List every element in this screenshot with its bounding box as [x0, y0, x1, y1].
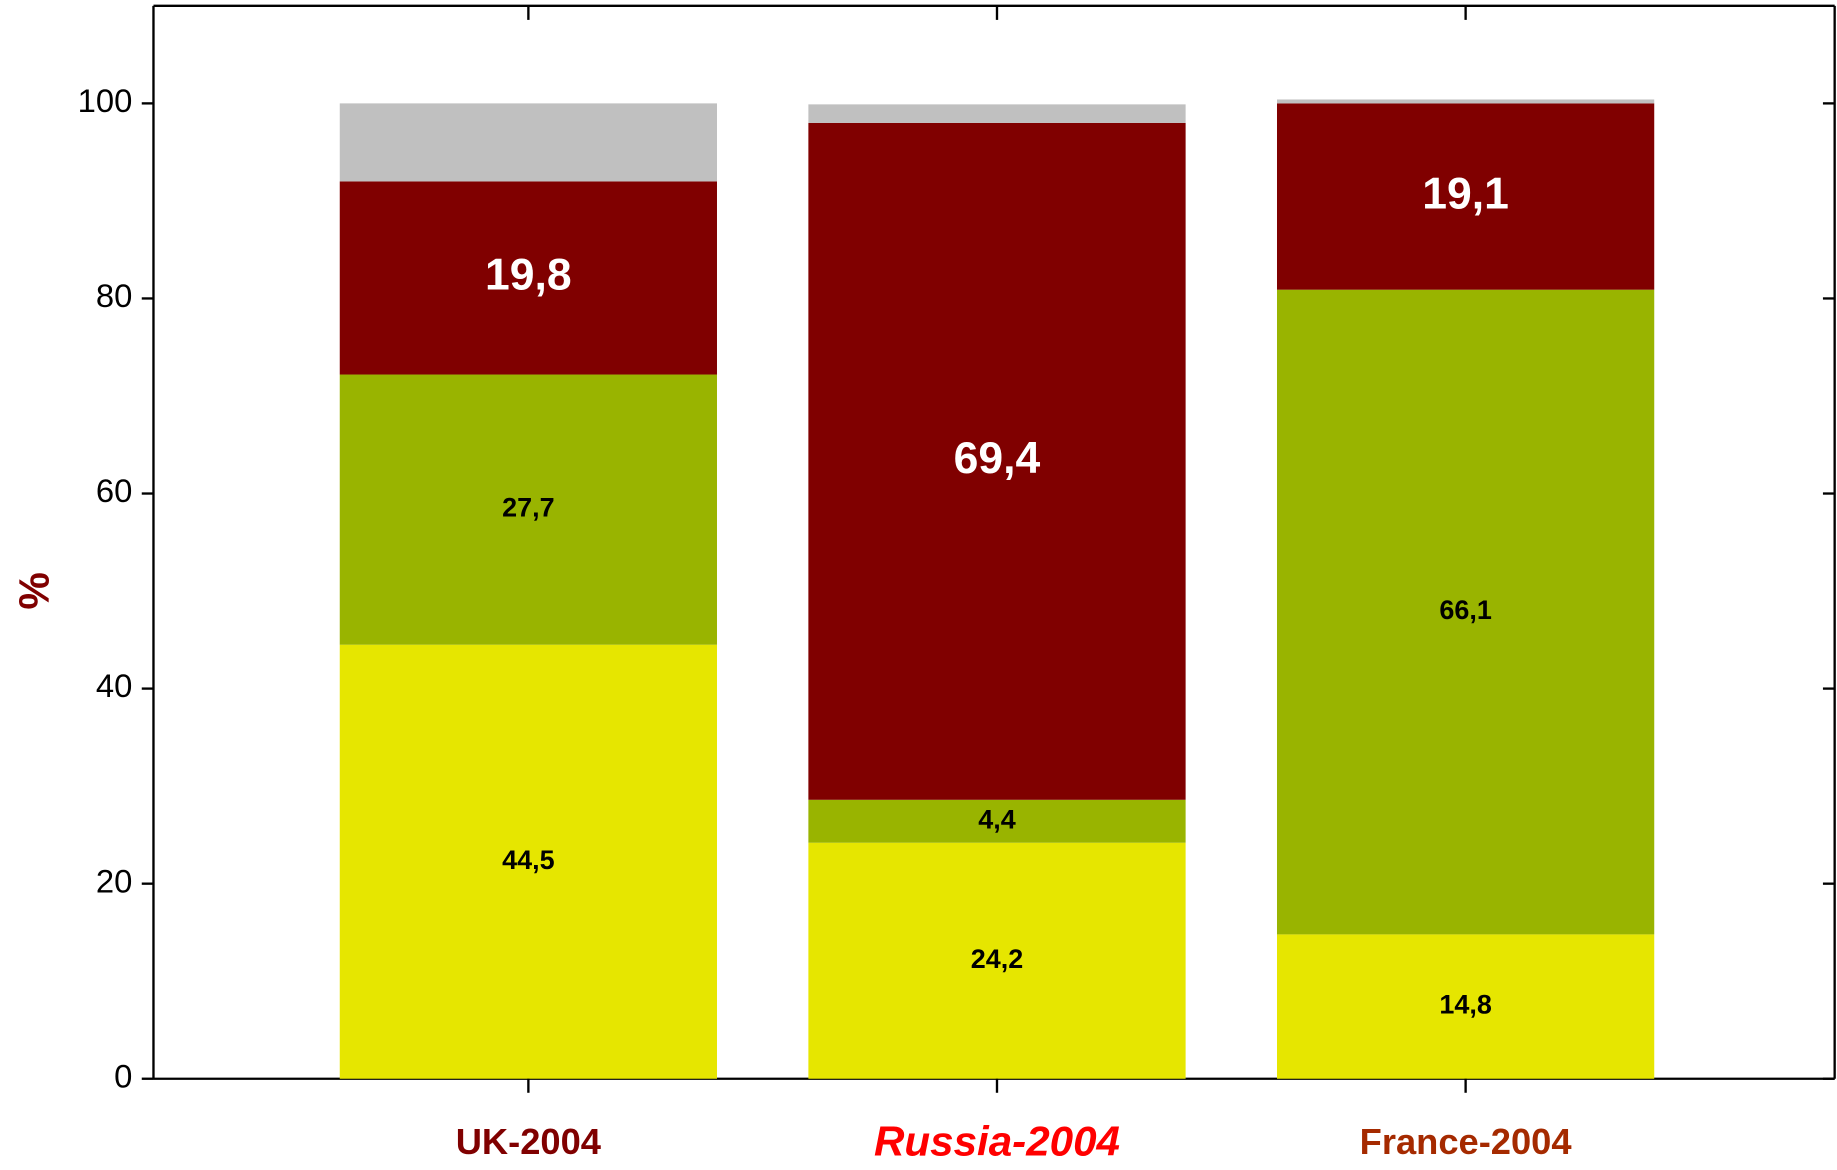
bar-segment	[1276, 99, 1655, 104]
bar-segment	[1276, 103, 1655, 290]
x-tick-label: UK-2004	[456, 1121, 601, 1162]
bar-segment	[339, 644, 717, 1079]
y-tick-label: 80	[96, 277, 132, 314]
bar-segment	[808, 842, 1186, 1079]
data-label: 4,4	[978, 804, 1015, 834]
x-tick-label: France-2004	[1360, 1121, 1572, 1162]
bar-segment	[1276, 289, 1655, 935]
x-tick-label: Russia-2004	[874, 1117, 1120, 1164]
bar-segment	[1276, 934, 1655, 1079]
y-tick-label: 40	[96, 667, 132, 704]
y-tick-label: 20	[96, 862, 132, 899]
data-label: 14,8	[1439, 990, 1491, 1020]
data-label: 69,4	[954, 434, 1041, 483]
bar-segment	[808, 104, 1186, 123]
y-tick-label: 60	[96, 472, 132, 509]
y-axis-label: %	[11, 572, 58, 609]
bar-segment	[339, 374, 717, 645]
data-label: 66,1	[1439, 595, 1491, 625]
y-tick-label: 100	[78, 82, 133, 119]
data-label: 27,7	[502, 493, 554, 523]
bar-segment	[339, 181, 717, 375]
data-label: 19,1	[1422, 169, 1509, 218]
bar-segment	[808, 799, 1186, 843]
bar-segment	[808, 122, 1186, 800]
data-label: 19,8	[485, 251, 572, 300]
bar-segment	[339, 103, 717, 182]
data-label: 44,5	[502, 845, 554, 875]
data-label: 24,2	[971, 944, 1023, 974]
y-tick-label: 0	[114, 1057, 132, 1094]
